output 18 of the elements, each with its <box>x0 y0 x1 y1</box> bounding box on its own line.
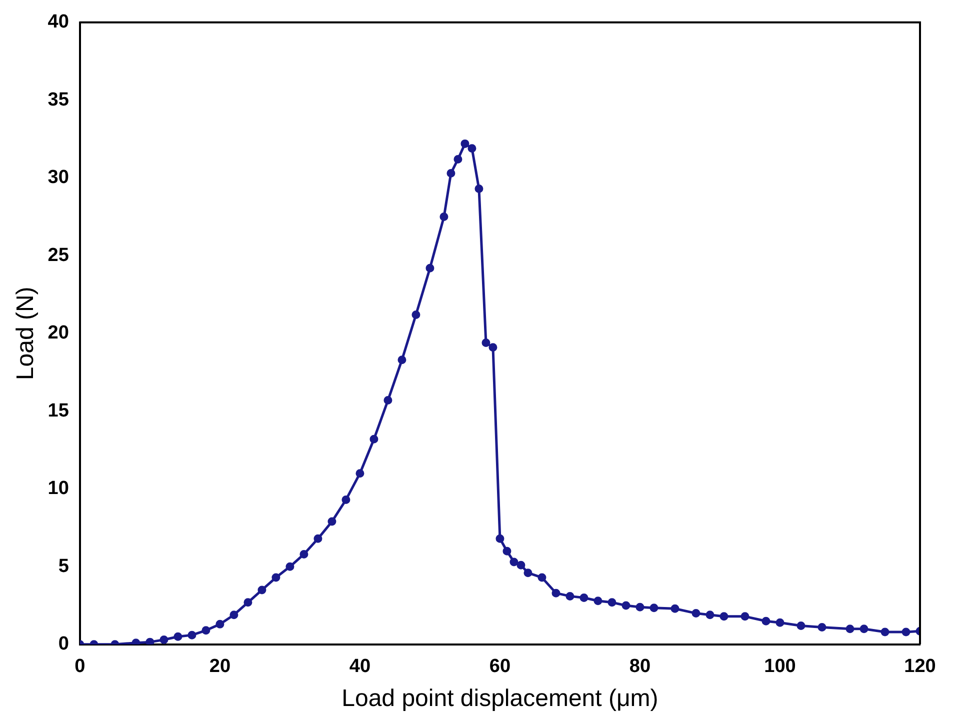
y-tick-label: 30 <box>48 167 69 188</box>
x-tick-label: 0 <box>74 656 86 678</box>
y-tick-label: 25 <box>48 244 70 266</box>
x-tick-label: 40 <box>349 656 371 678</box>
x-tick-label: 20 <box>209 656 231 678</box>
x-axis-title: Load point displacement (μm) <box>342 685 658 712</box>
x-tick-label: 80 <box>629 656 651 678</box>
x-tick-label: 120 <box>904 656 936 678</box>
y-tick-label: 20 <box>48 322 69 344</box>
y-tick-label: 0 <box>58 634 69 655</box>
x-tick-label: 60 <box>489 656 511 678</box>
y-tick-label: 10 <box>48 478 69 500</box>
y-tick-label: 40 <box>48 12 69 33</box>
y-tick-label: 5 <box>58 556 70 577</box>
y-tick-label: 15 <box>48 400 70 422</box>
y-tick-label: 35 <box>48 89 70 110</box>
y-axis-title: Load (N) <box>12 286 40 380</box>
x-tick-label: 100 <box>764 656 796 678</box>
